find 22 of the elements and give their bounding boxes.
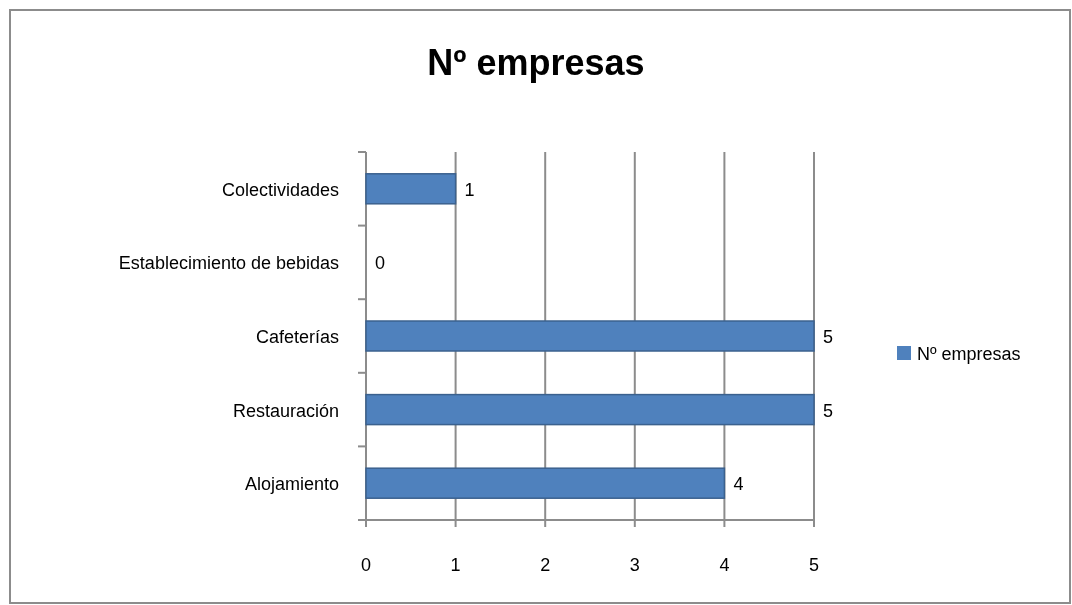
data-label: 4	[733, 474, 744, 495]
data-label: 1	[464, 179, 475, 200]
x-tick-label: 2	[540, 555, 551, 575]
y-tick-label: Restauración	[232, 400, 339, 421]
bar	[365, 320, 815, 352]
bar	[365, 173, 457, 205]
chart-title: Nº empresas	[427, 42, 645, 83]
data-label: 0	[375, 253, 386, 274]
y-tick-label: Establecimiento de bebidas	[118, 253, 339, 274]
x-tick-label: 4	[719, 555, 730, 575]
x-tick-label: 0	[360, 555, 372, 575]
legend-label: Nº empresas	[917, 344, 1021, 364]
y-tick-label: Cafeterías	[255, 327, 339, 347]
y-tick-label: Alojamiento	[244, 474, 339, 495]
bar	[365, 393, 815, 426]
y-tick-label: Colectividades	[221, 179, 339, 200]
data-label: 5	[823, 400, 834, 421]
x-tick-label: 5	[808, 555, 820, 575]
data-label: 5	[823, 327, 834, 347]
x-tick-label: 3	[629, 555, 640, 575]
bar	[365, 467, 726, 499]
x-tick-label: 1	[450, 555, 461, 575]
